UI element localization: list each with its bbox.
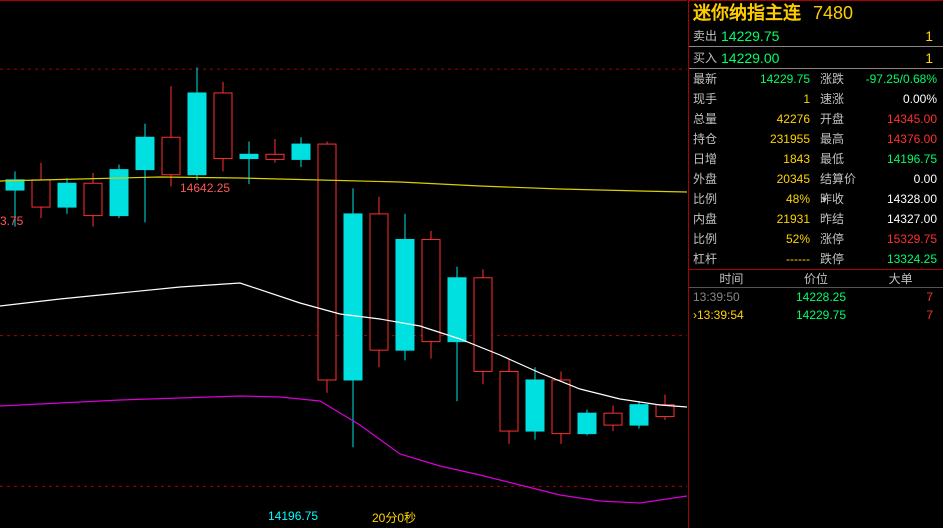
stat-value: 231955: [729, 129, 816, 149]
stat-key: 持仓: [689, 129, 729, 149]
stat-value: 14328.00: [856, 189, 943, 209]
stat-value: 14327.00: [856, 209, 943, 229]
stat-key: 结算价▾: [816, 169, 856, 189]
stat-value: 15329.75: [856, 229, 943, 249]
stat-value: 1843: [729, 149, 816, 169]
candlestick-chart[interactable]: 3.7514642.2514196.7520分0秒: [0, 0, 687, 528]
instrument-code: 7480: [813, 1, 853, 25]
stat-value: 14345.00: [856, 109, 943, 129]
stat-value: 0.00%: [856, 89, 943, 109]
tick-time: ›13:39:54: [689, 306, 759, 324]
ask-qty: 1: [893, 25, 943, 46]
stat-key: 昨结: [816, 209, 856, 229]
stat-line: 总量42276开盘14345.00: [689, 109, 943, 129]
stat-value: 42276: [729, 109, 816, 129]
ticks-header-time: 时间: [689, 270, 774, 287]
stat-value: 48%: [729, 189, 816, 209]
stat-value: 1: [729, 89, 816, 109]
ticks-header-size: 大单: [858, 270, 943, 287]
stat-key: 最低: [816, 149, 856, 169]
stat-key: 比例: [689, 189, 729, 209]
tick-row: ›13:39:5414229.757: [689, 306, 943, 324]
stat-value: 14229.75: [729, 69, 816, 89]
stat-key: 内盘: [689, 209, 729, 229]
stat-line: 日增1843最低14196.75: [689, 149, 943, 169]
tick-time: 13:39:50: [689, 288, 759, 306]
stat-key: 开盘: [816, 109, 856, 129]
stat-key: 跌停: [816, 249, 856, 269]
stat-key: 比例: [689, 229, 729, 249]
stat-value: 21931: [729, 209, 816, 229]
stat-line: 最新14229.75涨跌-97.25/0.68%: [689, 69, 943, 89]
stat-value: 14376.00: [856, 129, 943, 149]
ticks-header-price: 价位: [774, 270, 859, 287]
ask-label: 卖出: [689, 25, 717, 46]
stat-key: 最新: [689, 69, 729, 89]
ticks-header: 时间 价位 大单: [689, 270, 943, 288]
bid-qty: 1: [893, 47, 943, 68]
stat-key: 现手: [689, 89, 729, 109]
stat-key: 日增: [689, 149, 729, 169]
stat-value: -97.25/0.68%: [856, 69, 943, 89]
tick-price: 14228.25: [759, 288, 883, 306]
stat-key: 涨跌: [816, 69, 856, 89]
stat-key: 昨收: [816, 189, 856, 209]
chart-svg: [0, 1, 687, 528]
stat-line: 现手1速涨0.00%: [689, 89, 943, 109]
stat-key: 速涨: [816, 89, 856, 109]
tick-row: 13:39:5014228.257: [689, 288, 943, 306]
bid-row[interactable]: 买入 14229.00 1: [689, 47, 943, 69]
quote-panel: 迷你纳指主连 7480 卖出 14229.75 1 买入 14229.00 1 …: [688, 0, 943, 528]
stat-value: ------: [729, 249, 816, 269]
stat-value: 52%: [729, 229, 816, 249]
bid-label: 买入: [689, 47, 717, 68]
stat-key: 最高: [816, 129, 856, 149]
stat-line: 持仓231955最高14376.00: [689, 129, 943, 149]
ticks-list: 13:39:5014228.257›13:39:5414229.757: [689, 288, 943, 324]
stat-line: 比例48%昨收14328.00: [689, 189, 943, 209]
bid-price: 14229.00: [717, 47, 893, 68]
instrument-title: 迷你纳指主连 7480: [689, 1, 943, 25]
stat-value: 13324.25: [856, 249, 943, 269]
ask-price: 14229.75: [717, 25, 893, 46]
ask-row[interactable]: 卖出 14229.75 1: [689, 25, 943, 47]
stat-line: 杠杆------跌停13324.25: [689, 249, 943, 269]
stats-grid: 最新14229.75涨跌-97.25/0.68%现手1速涨0.00%总量4227…: [689, 69, 943, 270]
stat-line: 比例52%涨停15329.75: [689, 229, 943, 249]
stat-key: 外盘: [689, 169, 729, 189]
stat-key: 涨停: [816, 229, 856, 249]
stat-key: 总量: [689, 109, 729, 129]
stat-value: 20345: [729, 169, 816, 189]
stat-line: 内盘21931昨结14327.00: [689, 209, 943, 229]
tick-size: 7: [883, 306, 943, 324]
tick-size: 7: [883, 288, 943, 306]
tick-price: 14229.75: [759, 306, 883, 324]
stat-key: 杠杆: [689, 249, 729, 269]
stat-value: 0.00: [856, 169, 943, 189]
stat-value: 14196.75: [856, 149, 943, 169]
instrument-name: 迷你纳指主连: [693, 1, 801, 25]
stat-line: 外盘20345结算价▾0.00: [689, 169, 943, 189]
